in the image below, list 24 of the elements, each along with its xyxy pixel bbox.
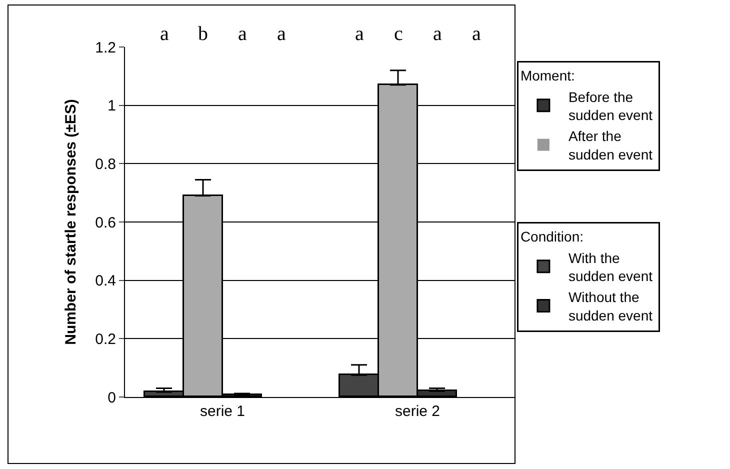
- text: a: [238, 23, 247, 45]
- y-axis-title: Number of startle responses (±ES): [62, 99, 80, 345]
- text: Moment:: [520, 68, 575, 84]
- y-tick-label: 0.8: [95, 156, 116, 173]
- legend-label: After the sudden event: [568, 128, 653, 162]
- x-tick-label: serie 1: [200, 403, 246, 420]
- legend-label: With the sudden event: [568, 250, 653, 284]
- y-tick-label: 0.4: [95, 272, 116, 290]
- text: a: [355, 23, 364, 45]
- text: Without the sudden event: [568, 289, 653, 324]
- text: c: [394, 23, 403, 45]
- y-tick-label: 1: [108, 98, 116, 115]
- y-tick-label: 0.6: [95, 214, 116, 232]
- text: a: [277, 23, 286, 45]
- legend-label: Before the sudden event: [568, 88, 653, 123]
- text: b: [198, 23, 208, 45]
- text: Condition:: [520, 228, 584, 245]
- text: a: [472, 23, 481, 45]
- text: a: [160, 23, 169, 45]
- y-tick-label: 0: [108, 389, 116, 406]
- y-tick-label: 0.2: [95, 330, 116, 348]
- x-tick-label: serie 2: [394, 403, 440, 420]
- y-tick-label: 1.2: [95, 39, 116, 56]
- text: a: [433, 23, 442, 45]
